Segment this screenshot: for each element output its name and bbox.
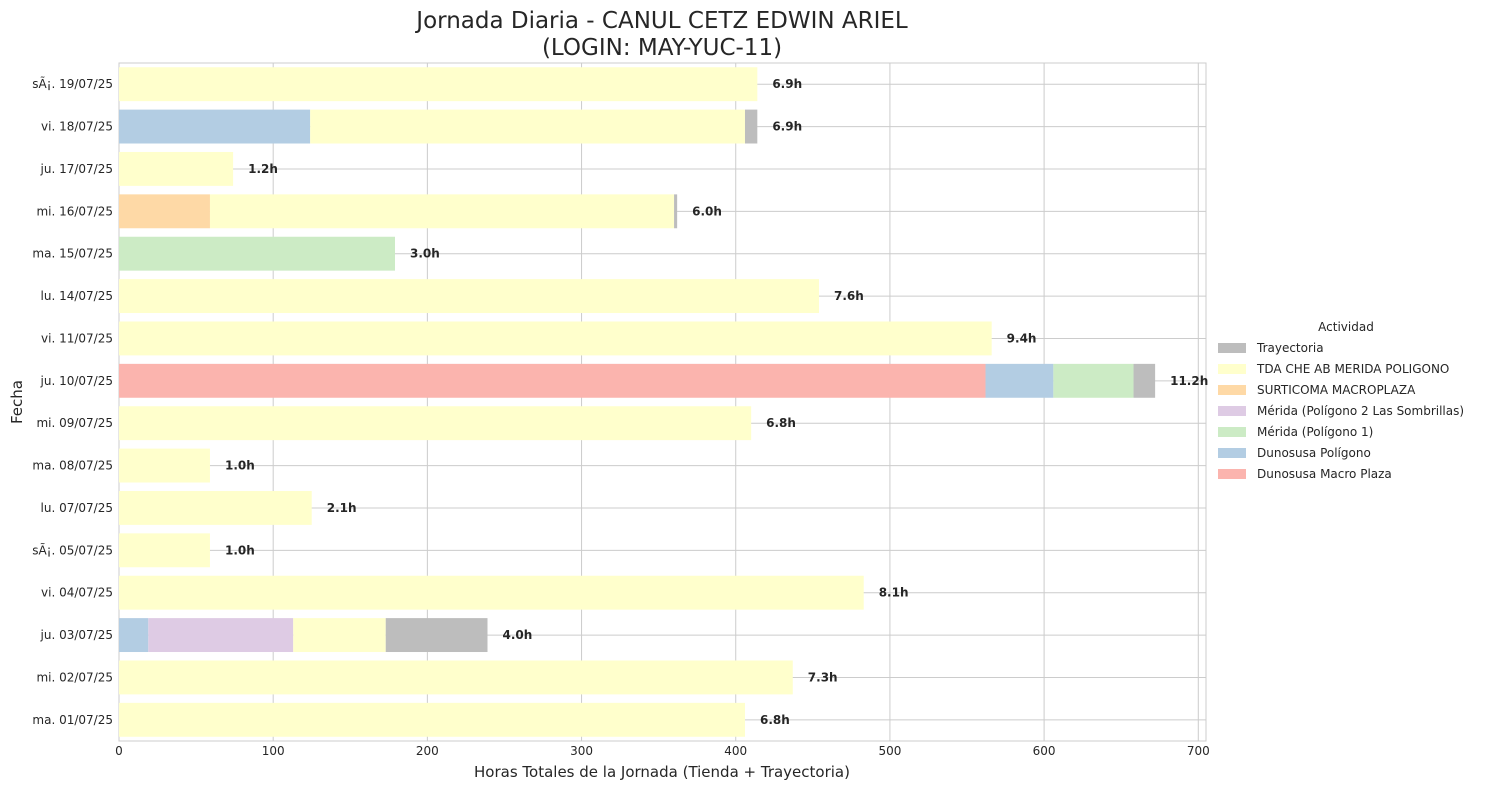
total-label: 8.1h	[879, 586, 909, 600]
bar-segment	[674, 194, 678, 229]
x-tick-labels: 0 100 200 300 400 500 600 700	[115, 744, 1210, 758]
bar-segment	[310, 109, 745, 144]
total-label: 11.2h	[1170, 374, 1208, 388]
bar-segment	[119, 321, 992, 356]
bar-segment	[119, 575, 864, 610]
bar-segment	[119, 363, 986, 398]
y-tick-label: ma. 15/07/25	[32, 247, 113, 261]
x-tick-label: 200	[416, 744, 439, 758]
y-tick-label: mi. 02/07/25	[36, 670, 113, 684]
y-tick-label: lu. 14/07/25	[41, 289, 113, 303]
legend-swatch	[1218, 364, 1246, 374]
bar-segment	[119, 702, 745, 737]
legend-label: Trayectoria	[1256, 341, 1324, 355]
y-tick-label: ju. 03/07/25	[40, 628, 113, 642]
total-label: 6.8h	[766, 416, 796, 430]
bars	[119, 67, 1156, 737]
y-tick-label: vi. 11/07/25	[41, 331, 113, 345]
x-tick-label: 0	[115, 744, 123, 758]
total-label: 9.4h	[1007, 331, 1037, 345]
bar-segment	[985, 363, 1054, 398]
y-tick-label: sÃ¡. 05/07/25	[32, 542, 113, 557]
y-tick-label: mi. 16/07/25	[36, 204, 113, 218]
total-label: 7.3h	[808, 670, 838, 684]
y-tick-labels: sÃ¡. 19/07/25 vi. 18/07/25 ju. 17/07/25 mi.…	[32, 76, 113, 727]
legend-swatch	[1218, 469, 1246, 479]
bar-segment	[209, 194, 675, 229]
x-tick-label: 300	[570, 744, 593, 758]
x-tick-label: 500	[878, 744, 901, 758]
total-label: 6.8h	[760, 713, 790, 727]
bar-segment	[119, 448, 210, 483]
legend-label: Mérida (Polígono 1)	[1257, 425, 1373, 439]
x-tick-label: 600	[1033, 744, 1056, 758]
legend-label: Dunosusa Macro Plaza	[1257, 467, 1392, 481]
legend-swatch	[1218, 427, 1246, 437]
bar-segment	[744, 109, 758, 144]
legend: Actividad Trayectoria TDA CHE AB MERIDA P…	[1218, 320, 1464, 481]
bar-segment	[119, 194, 210, 229]
x-axis-label: Horas Totales de la Jornada (Tienda + Tr…	[474, 763, 850, 781]
total-label: 3.0h	[410, 247, 440, 261]
bar-segment	[1053, 363, 1134, 398]
bar-segment	[119, 660, 793, 695]
legend-label: SURTICOMA MACROPLAZA	[1257, 383, 1416, 397]
bar-segment	[148, 618, 294, 653]
legend-label: TDA CHE AB MERIDA POLIGONO	[1256, 362, 1449, 376]
y-axis-label: Fecha	[8, 380, 26, 424]
y-tick-label: ma. 08/07/25	[32, 459, 113, 473]
bar-segment	[1133, 363, 1156, 398]
legend-swatch	[1218, 385, 1246, 395]
total-label: 4.0h	[503, 628, 533, 642]
bar-segment	[119, 533, 210, 568]
y-tick-label: vi. 18/07/25	[41, 120, 113, 134]
bar-segment	[119, 67, 758, 102]
bar-segment	[119, 109, 311, 144]
bar-segment	[119, 151, 234, 186]
legend-swatch	[1218, 406, 1246, 416]
total-label: 1.0h	[225, 543, 255, 557]
total-label: 1.2h	[248, 162, 278, 176]
legend-label: Dunosusa Polígono	[1257, 446, 1371, 460]
legend-swatch	[1218, 343, 1246, 353]
total-label: 6.0h	[692, 204, 722, 218]
chart-title-line1: Jornada Diaria - CANUL CETZ EDWIN ARIEL	[414, 8, 908, 34]
y-tick-label: ju. 10/07/25	[40, 374, 113, 388]
bar-segment	[385, 618, 488, 653]
total-label: 2.1h	[327, 501, 357, 515]
y-tick-label: ma. 01/07/25	[32, 713, 113, 727]
bar-segment	[119, 236, 395, 271]
y-tick-label: mi. 09/07/25	[36, 416, 113, 430]
x-tick-label: 100	[262, 744, 285, 758]
legend-items: Trayectoria TDA CHE AB MERIDA POLIGONO SUR…	[1218, 341, 1464, 481]
legend-label: Mérida (Polígono 2 Las Sombrillas)	[1257, 404, 1464, 418]
x-tick-label: 700	[1187, 744, 1210, 758]
y-tick-label: vi. 04/07/25	[41, 586, 113, 600]
bar-segment	[119, 490, 312, 525]
bar-segment	[119, 279, 819, 314]
chart-title-line2: (LOGIN: MAY-YUC-11)	[542, 35, 782, 61]
y-tick-label: lu. 07/07/25	[41, 501, 113, 515]
x-tick-label: 400	[724, 744, 747, 758]
bar-segment	[119, 406, 752, 441]
legend-title: Actividad	[1318, 320, 1374, 334]
bar-segment	[119, 618, 149, 653]
legend-swatch	[1218, 448, 1246, 458]
total-label: 6.9h	[772, 120, 802, 134]
total-label: 6.9h	[772, 77, 802, 91]
total-label: 1.0h	[225, 459, 255, 473]
total-labels: 6.9h 6.9h 1.2h 6.0h 3.0h 7.6h 9.4h 11.2h 6.8h 1.0…	[225, 77, 1208, 727]
y-tick-label: ju. 17/07/25	[40, 162, 113, 176]
bar-segment	[293, 618, 386, 653]
total-label: 7.6h	[834, 289, 864, 303]
y-tick-label: sÃ¡. 19/07/25	[32, 76, 113, 91]
